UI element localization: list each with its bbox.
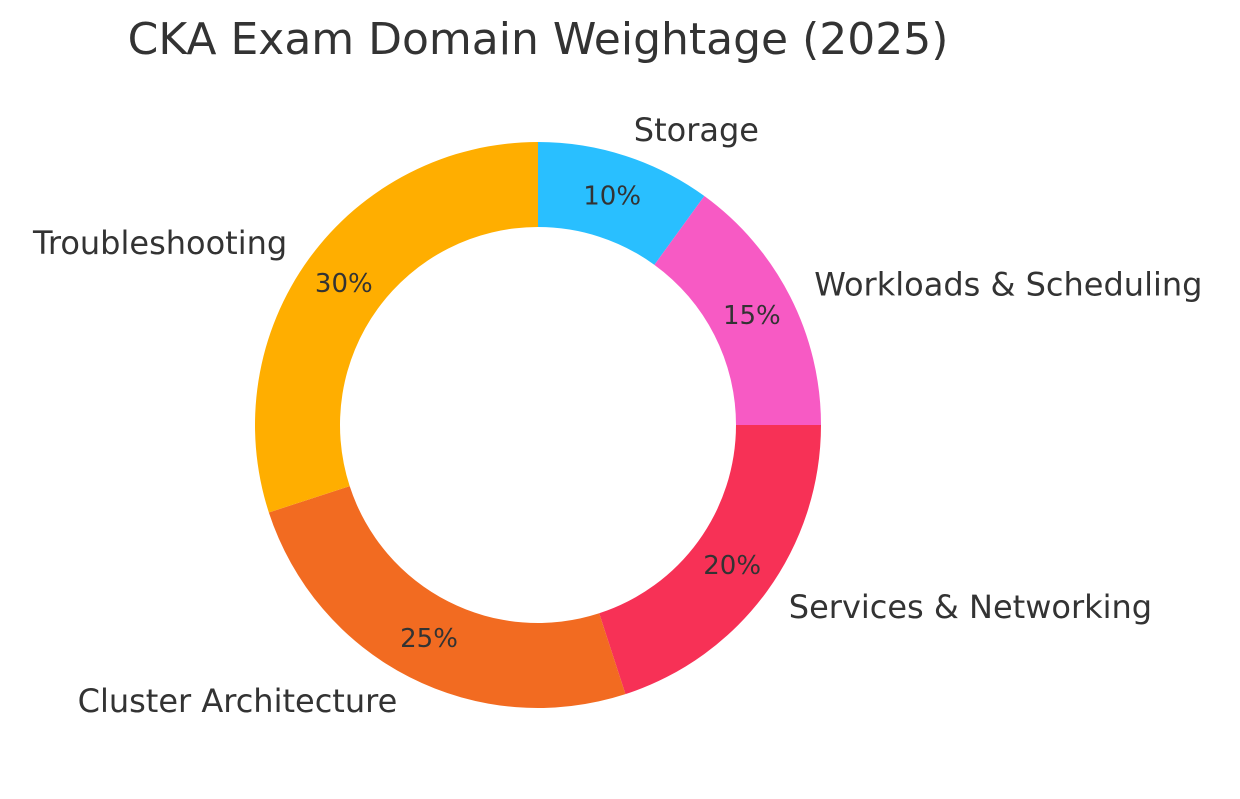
percent-label-services-networking: 20% <box>703 551 761 581</box>
category-label-cluster-architecture: Cluster Architecture <box>78 682 398 720</box>
slices-layer <box>254 142 821 708</box>
category-label-services-networking: Services & Networking <box>789 588 1152 626</box>
chart-title: CKA Exam Domain Weightage (2025) <box>128 14 949 65</box>
category-label-troubleshooting: Troubleshooting <box>32 224 287 262</box>
slice-troubleshooting <box>254 142 538 513</box>
percent-label-workloads-scheduling: 15% <box>723 301 781 331</box>
category-label-storage: Storage <box>634 111 759 149</box>
slice-services-networking <box>599 425 821 695</box>
percent-label-troubleshooting: 30% <box>315 269 373 299</box>
percent-label-storage: 10% <box>583 182 641 212</box>
labels-layer: 10% Storage 15% Workloads & Scheduling 20% Se… <box>32 111 1202 720</box>
slice-cluster-architecture <box>268 486 626 708</box>
slice-storage <box>538 142 705 265</box>
category-label-workloads-scheduling: Workloads & Scheduling <box>814 265 1202 303</box>
slice-workloads-scheduling <box>654 196 821 425</box>
percent-label-cluster-architecture: 25% <box>400 624 458 654</box>
